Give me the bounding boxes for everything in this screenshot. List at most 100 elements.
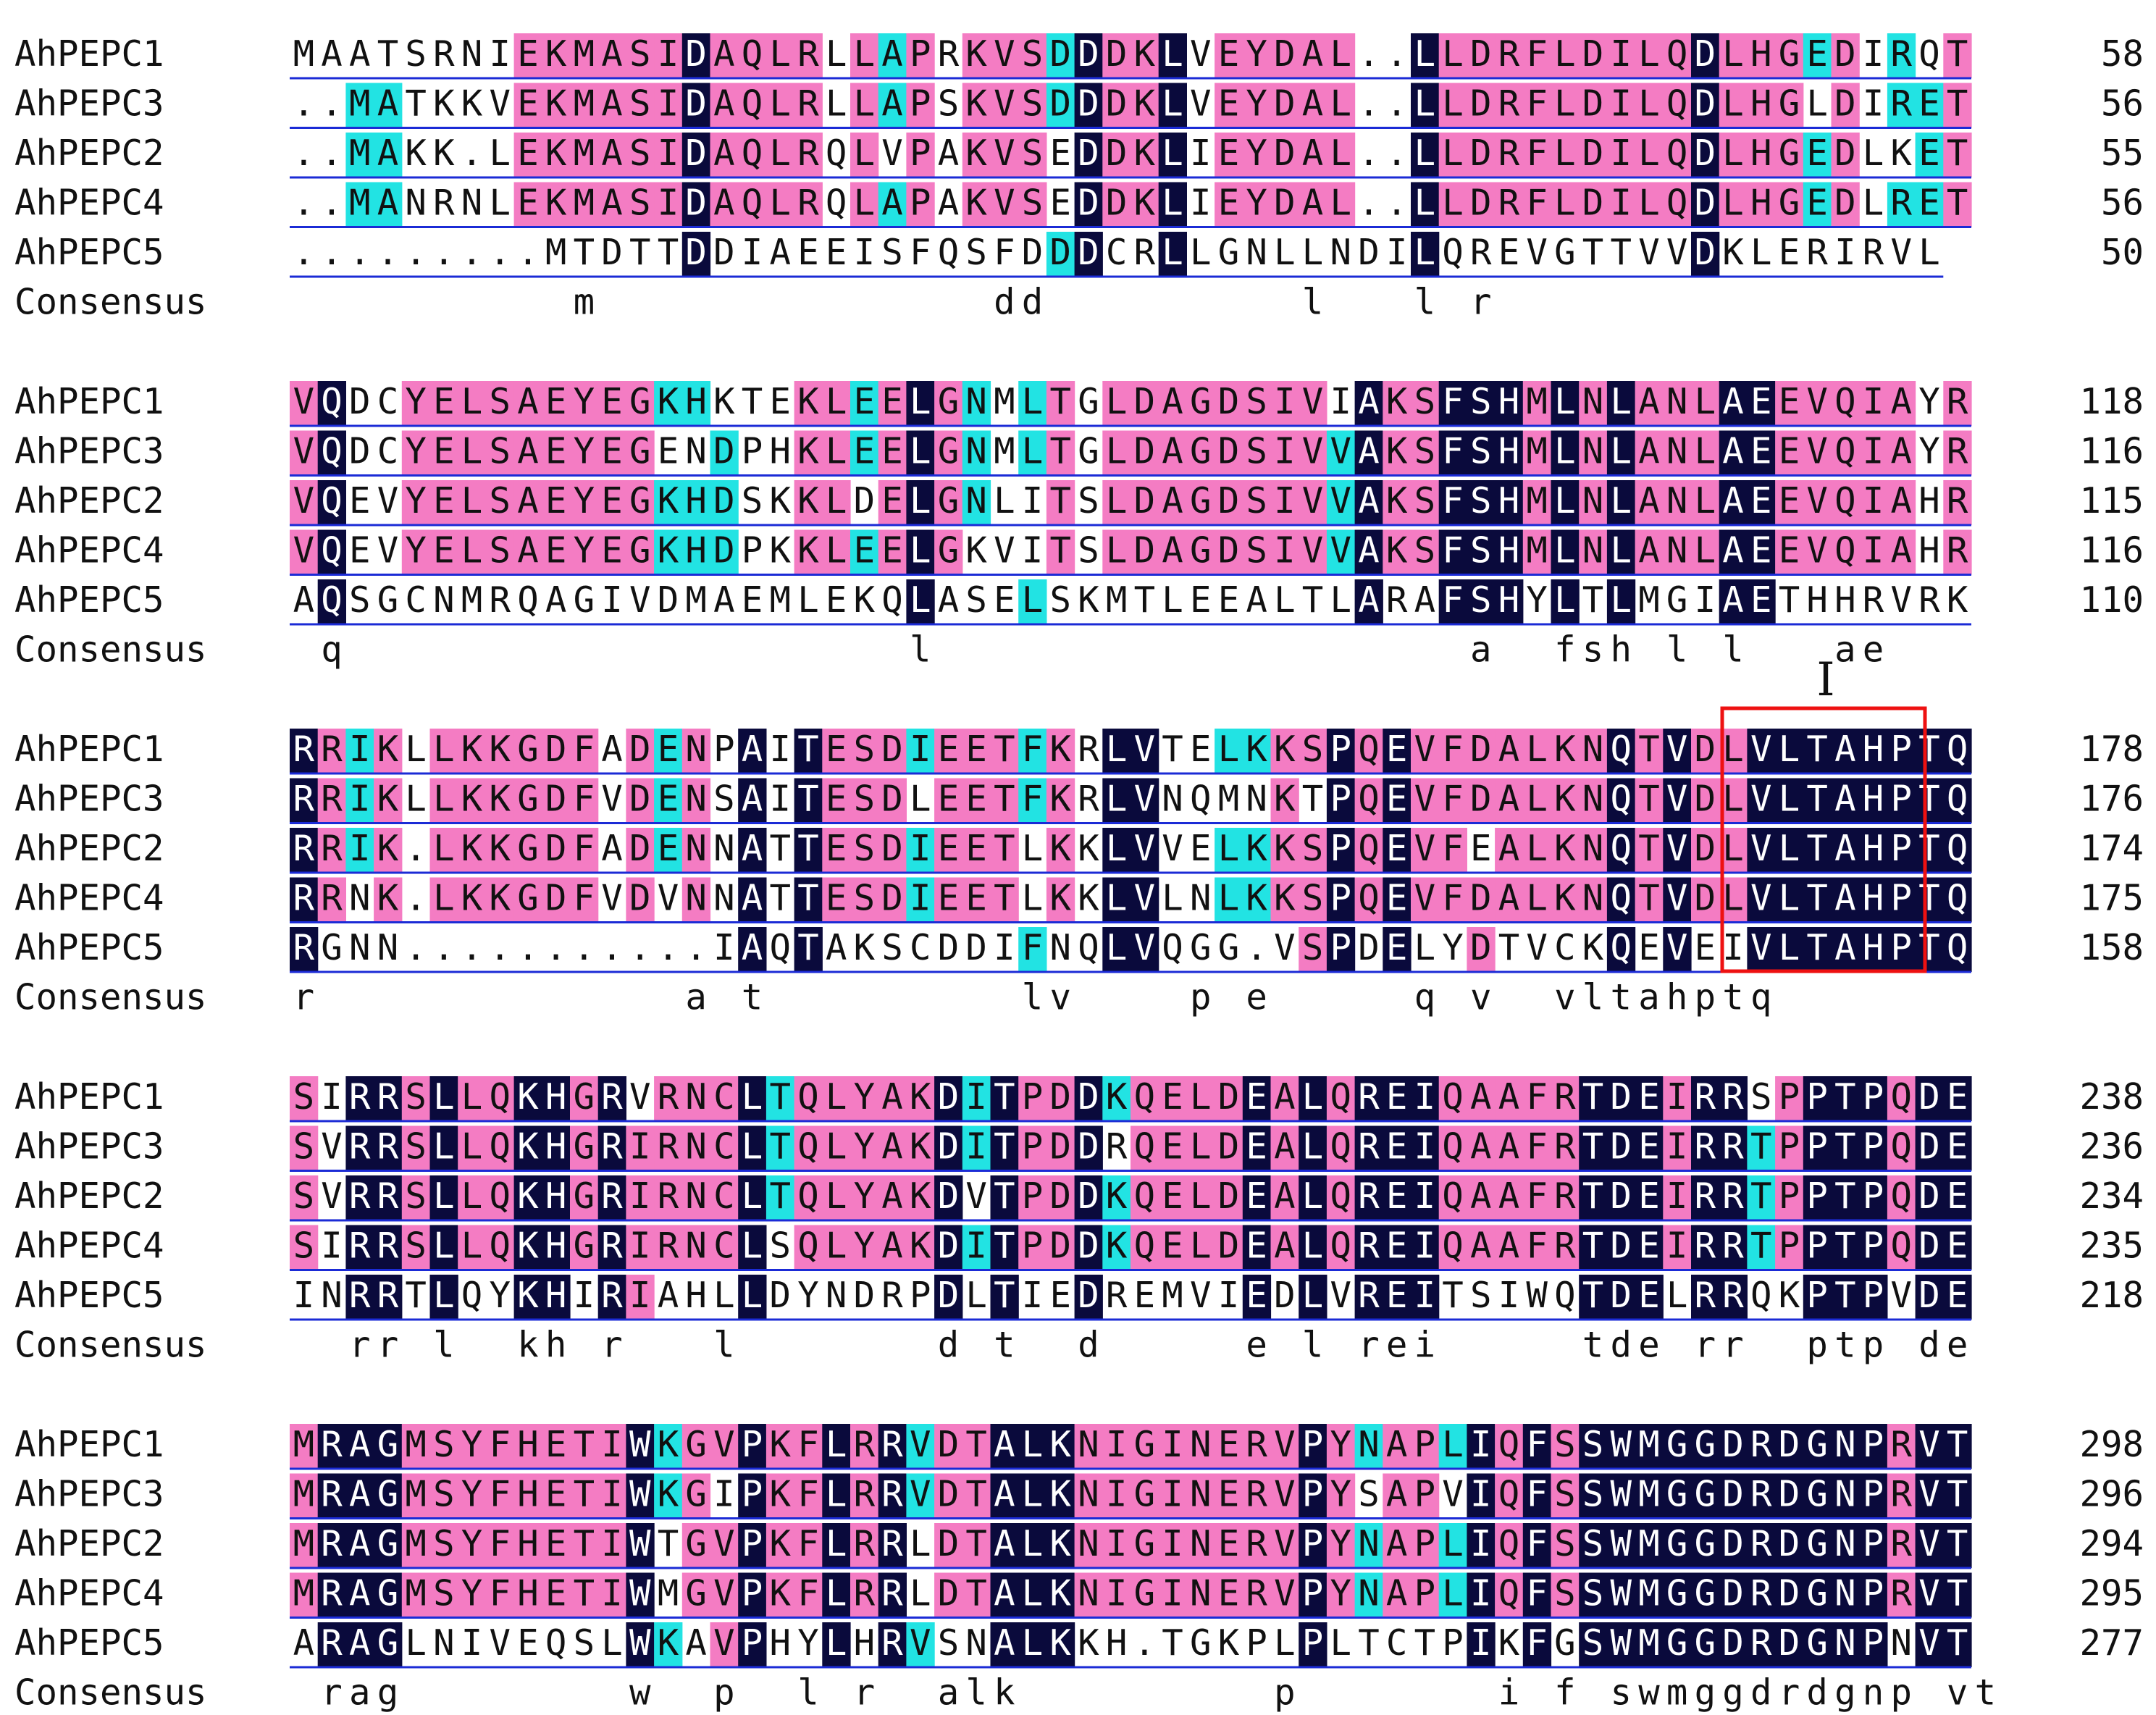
- residue: F: [574, 878, 595, 919]
- residue: V: [994, 530, 1015, 571]
- residue: D: [1695, 83, 1716, 125]
- residue: Q: [1442, 1076, 1464, 1118]
- residue: I: [1386, 232, 1408, 273]
- consensus-residue: l: [713, 1325, 735, 1366]
- residue: I: [349, 729, 371, 770]
- consensus-residue: r: [377, 1325, 399, 1366]
- residue: F: [1526, 33, 1548, 75]
- residue: R: [797, 183, 819, 224]
- residue: H: [517, 1474, 539, 1515]
- residue: Q: [742, 133, 763, 174]
- residue: A: [1358, 381, 1380, 422]
- residue: M: [994, 381, 1015, 422]
- residue: K: [1582, 927, 1604, 968]
- residue: E: [601, 431, 623, 472]
- residue-shade: [906, 83, 935, 128]
- residue: K: [1049, 1573, 1071, 1614]
- residue-shade: [1522, 83, 1552, 128]
- consensus-residue: h: [1666, 977, 1688, 1018]
- residue: A: [881, 33, 903, 75]
- residue: H: [685, 530, 707, 571]
- residue: S: [349, 579, 371, 621]
- residue-shade: [1775, 133, 1804, 177]
- residue: .: [405, 878, 427, 919]
- residue: P: [910, 183, 931, 224]
- residue: L: [713, 1275, 735, 1316]
- residue: V: [1302, 381, 1324, 422]
- residue: A: [517, 431, 539, 472]
- residue: T: [658, 232, 679, 273]
- residue: E: [1218, 1523, 1240, 1564]
- residue: G: [377, 1424, 399, 1465]
- residue: R: [797, 33, 819, 75]
- residue: G: [1134, 1573, 1156, 1614]
- residue: A: [1386, 1474, 1408, 1515]
- residue: E: [1162, 1225, 1183, 1267]
- consensus-residue: w: [629, 1672, 651, 1714]
- residue: E: [854, 530, 876, 571]
- residue: K: [1890, 133, 1912, 174]
- residue: Y: [574, 530, 595, 571]
- residue: L: [1330, 33, 1351, 75]
- residue: H: [1750, 183, 1772, 224]
- residue: D: [938, 1076, 960, 1118]
- residue: G: [629, 480, 651, 521]
- residue: D: [1695, 878, 1716, 919]
- position-number: 55: [2101, 133, 2144, 174]
- residue: Q: [1498, 1523, 1520, 1564]
- residue: E: [1947, 1275, 1968, 1316]
- residue: N: [965, 431, 987, 472]
- residue-shade: [794, 381, 823, 426]
- residue-shade: [654, 381, 683, 426]
- residue-shade: [1606, 83, 1636, 128]
- residue: R: [881, 1573, 903, 1614]
- residue: L: [769, 133, 791, 174]
- sequence-name: AhPEPC4: [14, 530, 164, 571]
- residue: L: [1779, 779, 1800, 820]
- residue: L: [1330, 83, 1351, 125]
- residue: Q: [1358, 729, 1380, 770]
- residue: P: [1779, 1076, 1800, 1118]
- residue: R: [1890, 33, 1912, 75]
- residue: L: [854, 133, 876, 174]
- residue: D: [1695, 232, 1716, 273]
- residue-shade: [1551, 182, 1580, 227]
- residue: A: [1358, 579, 1380, 621]
- residue: K: [965, 33, 987, 75]
- residue-shade: [1943, 33, 1972, 78]
- residue: I: [1834, 232, 1856, 273]
- residue: T: [1134, 579, 1156, 621]
- residue: T: [1582, 232, 1604, 273]
- residue: W: [629, 1523, 651, 1564]
- residue: E: [1918, 133, 1940, 174]
- consensus-residue: g: [377, 1672, 399, 1714]
- residue: L: [1779, 828, 1800, 869]
- residue: E: [517, 83, 539, 125]
- residue: T: [1918, 729, 1940, 770]
- residue: R: [1722, 1175, 1744, 1217]
- residue: I: [629, 1175, 651, 1217]
- residue: Q: [1890, 1225, 1912, 1267]
- residue: E: [545, 1523, 567, 1564]
- residue: L: [1526, 828, 1548, 869]
- residue: D: [685, 133, 707, 174]
- residue: L: [1610, 381, 1632, 422]
- residue: I: [1162, 1474, 1183, 1515]
- residue: I: [965, 1076, 987, 1118]
- consensus-label: Consensus: [14, 282, 207, 323]
- residue: I: [658, 83, 679, 125]
- residue: C: [910, 927, 931, 968]
- residue: L: [826, 1622, 847, 1664]
- residue: K: [489, 729, 511, 770]
- residue: E: [1806, 133, 1828, 174]
- residue-shade: [1326, 33, 1356, 78]
- consensus-residue: e: [1947, 1325, 1968, 1366]
- residue: Q: [797, 1126, 819, 1167]
- residue: V: [1666, 927, 1688, 968]
- residue: R: [601, 1225, 623, 1267]
- residue: G: [1078, 381, 1099, 422]
- residue: R: [1695, 1126, 1716, 1167]
- residue: V: [1638, 232, 1660, 273]
- residue: D: [658, 579, 679, 621]
- residue: L: [1162, 232, 1183, 273]
